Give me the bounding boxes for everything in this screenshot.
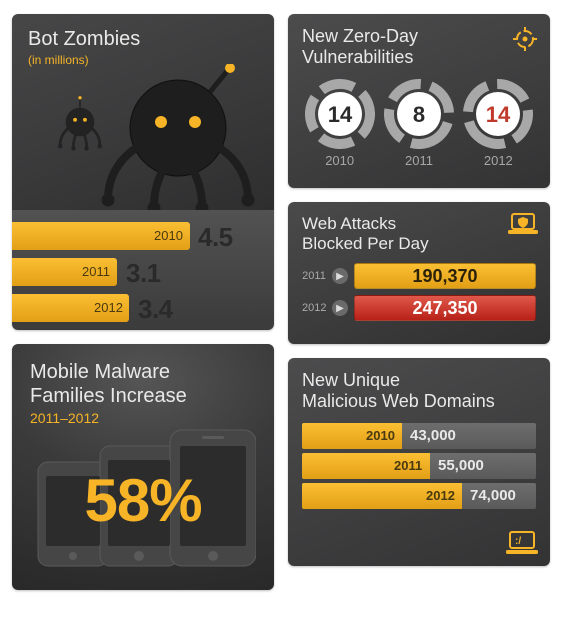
bot-art-icon <box>58 64 268 214</box>
bot-zombies-title: Bot Zombies <box>28 28 258 51</box>
bot-bar-row: 2011 3.1 <box>12 256 274 290</box>
mobile-malware-card: Mobile Malware Families Increase 2011–20… <box>12 344 274 590</box>
bot-bar-value: 3.4 <box>138 294 173 325</box>
domains-year: 2012 <box>426 488 455 503</box>
zero-day-dial: 8 2011 <box>381 79 456 168</box>
arrow-right-icon: ▶ <box>332 300 348 316</box>
dial-year: 2011 <box>381 153 456 168</box>
dashboard-grid: Bot Zombies (in millions) <box>8 14 554 590</box>
svg-text::/: :/ <box>515 536 521 547</box>
dial-value: 14 <box>486 102 511 127</box>
mobile-malware-title-2: Families Increase <box>30 384 256 408</box>
mobile-malware-value: 58% <box>12 466 274 535</box>
web-attacks-card: Web Attacks Blocked Per Day 2011 ▶ 190,3… <box>288 202 550 344</box>
zero-day-title-2: Vulnerabilities <box>302 47 536 68</box>
domains-title-2: Malicious Web Domains <box>302 391 536 412</box>
zero-day-dial: 14 2010 <box>302 79 377 168</box>
bot-bar-value: 4.5 <box>198 222 233 253</box>
laptop-terminal-icon: :/ <box>506 530 538 556</box>
attacks-value: 247,350 <box>354 295 536 321</box>
attacks-value: 190,370 <box>354 263 536 289</box>
mobile-malware-title-1: Mobile Malware <box>30 360 256 384</box>
domains-year: 2011 <box>394 458 422 473</box>
domains-value: 74,000 <box>470 487 516 504</box>
attacks-year: 2011 <box>302 270 326 282</box>
attacks-year: 2012 <box>302 302 326 314</box>
bot-zombies-header: Bot Zombies (in millions) <box>12 14 274 210</box>
zero-day-dials: 14 2010 8 2011 14 <box>302 79 536 168</box>
domains-row: 2012 74,000 <box>302 483 536 509</box>
web-attacks-row: 2011 ▶ 190,370 <box>302 263 536 289</box>
dial-year: 2012 <box>461 153 536 168</box>
dial-value: 14 <box>327 102 352 127</box>
bot-zombies-bars: 2010 4.5 2011 3.1 2012 3.4 <box>12 210 274 330</box>
bot-zombies-card: Bot Zombies (in millions) <box>12 14 274 330</box>
domains-value: 43,000 <box>410 427 456 444</box>
domains-row: 2010 43,000 <box>302 423 536 449</box>
dial-year: 2010 <box>302 153 377 168</box>
web-attacks-title-1: Web Attacks <box>302 214 536 234</box>
domains-year: 2010 <box>366 428 395 443</box>
domains-value: 55,000 <box>438 457 484 474</box>
bot-bar-value: 3.1 <box>126 258 161 289</box>
domains-row: 2011 55,000 <box>302 453 536 479</box>
bot-bar-row: 2012 3.4 <box>12 292 274 326</box>
malicious-domains-card: New Unique Malicious Web Domains 2010 43… <box>288 358 550 566</box>
web-attacks-title-2: Blocked Per Day <box>302 234 536 254</box>
zero-day-title-1: New Zero-Day <box>302 26 536 47</box>
bot-bar-year: 2010 <box>154 228 183 243</box>
dial-value: 8 <box>413 102 425 127</box>
crosshair-icon <box>512 26 538 52</box>
bot-bar-year: 2011 <box>82 264 110 279</box>
right-column: New Zero-Day Vulnerabilities 14 2010 <box>288 14 550 590</box>
left-column: Bot Zombies (in millions) <box>12 14 274 590</box>
web-attacks-rows: 2011 ▶ 190,370 2012 ▶ 247,350 <box>302 263 536 321</box>
laptop-shield-icon <box>508 212 538 236</box>
arrow-right-icon: ▶ <box>332 268 348 284</box>
bot-bar-row: 2010 4.5 <box>12 220 274 254</box>
zero-day-card: New Zero-Day Vulnerabilities 14 2010 <box>288 14 550 188</box>
web-attacks-row: 2012 ▶ 247,350 <box>302 295 536 321</box>
bot-bar-year: 2012 <box>94 300 123 315</box>
zero-day-dial: 14 2012 <box>461 79 536 168</box>
domains-rows: 2010 43,000 2011 55,000 2012 74,000 <box>302 423 536 509</box>
domains-title-1: New Unique <box>302 370 536 391</box>
